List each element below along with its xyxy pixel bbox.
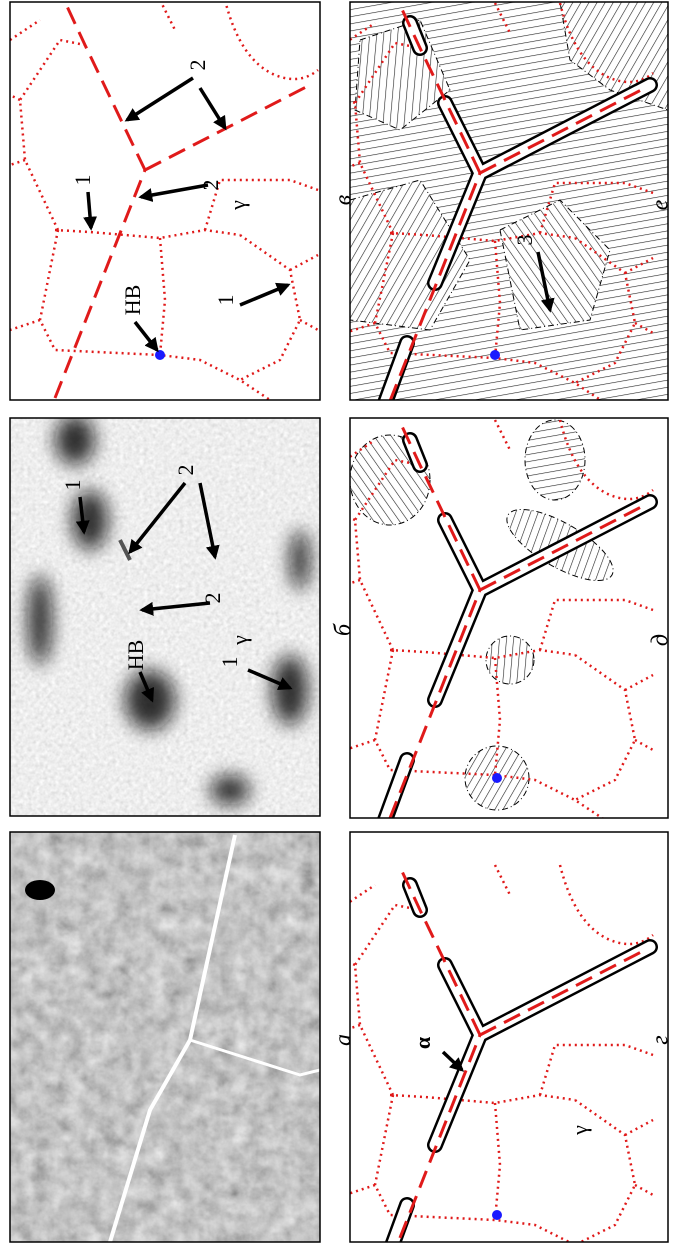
annotation: 3 [512,235,537,246]
annotation: 2 [198,180,223,191]
panel-letter: е [648,199,674,210]
annotation: 1 [70,175,95,186]
annotation: 1 [60,480,85,491]
panel-d [345,420,653,820]
figure: в НВ 1 1 2 2 γ е 3 б НВ 1 1 2 2 γ д а г … [0,0,675,1249]
annotation: 2 [185,60,210,71]
annotation: 2 [173,465,198,476]
panel-letter: г [648,1035,674,1044]
annotation: γ [225,200,250,211]
panel-letter: б [331,623,357,636]
annotation: 1 [217,657,242,668]
panel-g [345,865,653,1249]
panel-e [345,2,668,403]
panel-letter: а [331,1034,357,1046]
annotation: 2 [200,593,225,604]
panel-letter: д [648,634,674,646]
panel-letter: в [331,195,357,205]
annotation: НВ [120,285,145,316]
annotation: 1 [213,295,238,306]
annotation: НВ [123,640,148,671]
annotation: α [410,1036,435,1049]
panel-a-photo [10,832,320,1242]
panel-b-photo [10,415,320,816]
annotation: γ [227,635,252,646]
annotation: γ [567,1125,592,1136]
panel-v [10,0,318,400]
